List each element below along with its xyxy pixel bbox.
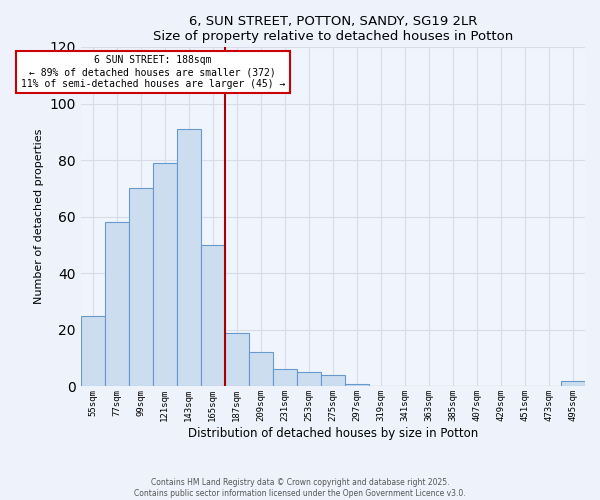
Bar [105, 222, 129, 386]
Bar [249, 352, 273, 386]
X-axis label: Distribution of detached houses by size in Potton: Distribution of detached houses by size … [188, 427, 478, 440]
Y-axis label: Number of detached properties: Number of detached properties [34, 129, 44, 304]
Bar [345, 384, 369, 386]
Bar [273, 370, 297, 386]
Bar [129, 188, 153, 386]
Bar [201, 245, 225, 386]
Bar [297, 372, 321, 386]
Title: 6, SUN STREET, POTTON, SANDY, SG19 2LR
Size of property relative to detached hou: 6, SUN STREET, POTTON, SANDY, SG19 2LR S… [153, 15, 513, 43]
Bar [225, 332, 249, 386]
Bar [81, 316, 105, 386]
Text: 6 SUN STREET: 188sqm
← 89% of detached houses are smaller (372)
11% of semi-deta: 6 SUN STREET: 188sqm ← 89% of detached h… [20, 56, 285, 88]
Text: Contains HM Land Registry data © Crown copyright and database right 2025.
Contai: Contains HM Land Registry data © Crown c… [134, 478, 466, 498]
Bar [561, 381, 585, 386]
Bar [153, 163, 177, 386]
Bar [321, 375, 345, 386]
Bar [177, 129, 201, 386]
